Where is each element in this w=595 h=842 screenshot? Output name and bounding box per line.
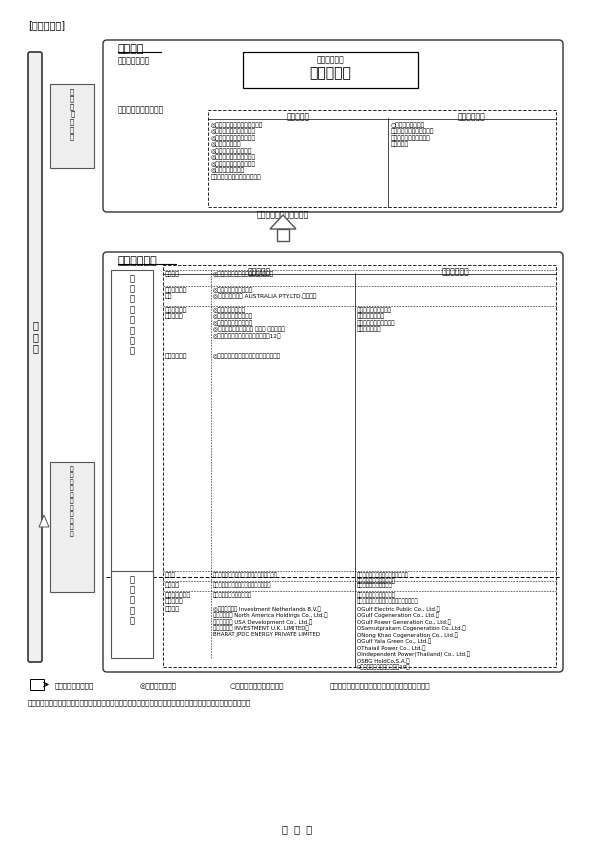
FancyBboxPatch shape <box>103 40 563 212</box>
Text: 【
財
・
サ
ー
ビ
ス
の
提
供
】: 【 財 ・ サ ー ビ ス の 提 供 】 <box>70 466 74 536</box>
Text: （子会社）: （子会社） <box>286 112 309 121</box>
Text: ◎㈱ジェイパワージェネックスキャピタル: ◎㈱ジェイパワージェネックスキャピタル <box>213 353 281 359</box>
Text: （親出会社）: （親出会社） <box>317 55 345 64</box>
Text: ◎印：連結子会社: ◎印：連結子会社 <box>140 682 177 689</box>
Text: 電気事業: 電気事業 <box>118 44 145 54</box>
Bar <box>30 679 44 690</box>
Text: 日本ネットワーク・エンジニアリング㈱: 日本ネットワーク・エンジニアリング㈱ <box>213 582 271 588</box>
Text: 多
角
化
事
業: 多 角 化 事 業 <box>130 575 134 626</box>
Text: （子会社）: （子会社） <box>248 267 271 276</box>
Text: ○印：持分法適用関連会社: ○印：持分法適用関連会社 <box>230 682 284 689</box>
Bar <box>111 571 153 658</box>
Text: 大平和リタイヤル発電㈱、
金町冷温水エネルギーサービス㈱、他５社: 大平和リタイヤル発電㈱、 金町冷温水エネルギーサービス㈱、他５社 <box>357 592 419 604</box>
Text: （卸電気事業）: （卸電気事業） <box>118 56 151 65</box>
Text: その他: その他 <box>165 572 176 578</box>
Bar <box>208 110 556 207</box>
Text: 電
力
周
辺
関
連
事
業: 電 力 周 辺 関 連 事 業 <box>130 274 134 356</box>
Text: 川越ケーブルビジョン㈱: 川越ケーブルビジョン㈱ <box>357 582 393 588</box>
Text: 熱エネルギー・
エネルギー: 熱エネルギー・ エネルギー <box>165 592 191 604</box>
Text: ◎㈱ジェイリソーシズ、
◎㈱ジェイパワー AUSTRALIA PTY.LTD.、他３社: ◎㈱ジェイリソーシズ、 ◎㈱ジェイパワー AUSTRALIA PTY.LTD.、… <box>213 287 317 299</box>
Text: 発電用燃料の
調達: 発電用燃料の 調達 <box>165 287 187 299</box>
Text: －  ８  －: － ８ － <box>282 824 312 834</box>
Text: ◎㈱ジェイパック、
◎㈱ジェイハイテック、
◎㈱関西原子力技術㈱、
◎㈱電工コール・ナック アンド マリーン、
◎㈱関西原設計コンサルタント、他12社: ◎㈱ジェイパック、 ◎㈱ジェイハイテック、 ◎㈱関西原子力技術㈱、 ◎㈱電工コー… <box>213 307 285 338</box>
Text: ◎ジェイパワー Investment Netherlands B.V.、
ジェイパワー North America Holdings Co., Ltd.、
ジェ: ◎ジェイパワー Investment Netherlands B.V.、 ジェイ… <box>213 606 327 637</box>
Text: （注）　複数セグメントに係る事業を営んでいる会社は、主たる事業のセグメントに会社名を記載しております。: （注） 複数セグメントに係る事業を営んでいる会社は、主たる事業のセグメントに会社… <box>28 699 251 706</box>
Text: ○㈱ジェネックス、
英長シーサイドパワー㈱、
㈱ジェイウインド東京、
上佐発電㈱: ○㈱ジェネックス、 英長シーサイドパワー㈱、 ㈱ジェイウインド東京、 上佐発電㈱ <box>391 122 434 147</box>
Bar <box>111 270 153 577</box>
Bar <box>243 52 418 88</box>
Text: ◎㈱ジェイビジネスサービス、他１社: ◎㈱ジェイビジネスサービス、他１社 <box>213 271 274 276</box>
Text: （その他の電気事業）: （その他の電気事業） <box>118 105 164 114</box>
Text: 設備の設計・
施工・保守: 設備の設計・ 施工・保守 <box>165 307 187 319</box>
FancyBboxPatch shape <box>28 52 42 662</box>
Polygon shape <box>277 229 289 241</box>
FancyBboxPatch shape <box>103 252 563 672</box>
Text: 無印：非連結子会社もしくは持分法非適用関連会社: 無印：非連結子会社もしくは持分法非適用関連会社 <box>330 682 431 689</box>
Text: ◎㈱グリーンパワーくずまき、
◎㈱ドリームアップ五所、
◎㈱グリーンパワー阿蘇、
◎永先川発電㈱、
◎長崎遠州風力発電㈱、
◎仁賀保高原風力発電㈱、
◎㈱ジェイ: ◎㈱グリーンパワーくずまき、 ◎㈱ドリームアップ五所、 ◎㈱グリーンパワー阿蘇、… <box>211 122 264 179</box>
Text: ㈱ウィンドアルファ、
西九州共同溝㈱、
機大力服等サービス㈱、
中支送電工事㈱: ㈱ウィンドアルファ、 西九州共同溝㈱、 機大力服等サービス㈱、 中支送電工事㈱ <box>357 307 396 332</box>
Text: 英公見山㈱、㈱アッシュクリート、
㈱ジェイパワー稀川研究所: 英公見山㈱、㈱アッシュクリート、 ㈱ジェイパワー稀川研究所 <box>357 572 409 584</box>
Text: サービス: サービス <box>165 271 180 276</box>
Polygon shape <box>39 515 49 527</box>
Text: OGulf Electric Public Co., Ltd.、
OGulf Cogeneration Co., Ltd.、
OGulf Power Gener: OGulf Electric Public Co., Ltd.、 OGulf C… <box>357 606 470 670</box>
Polygon shape <box>270 215 296 229</box>
Text: 電源開発㈱: 電源開発㈱ <box>309 66 352 80</box>
Text: 大平和プラントサービス㈱: 大平和プラントサービス㈱ <box>213 592 252 598</box>
Text: 【
電
気
 の
供
給
】: 【 電 気 の 供 給 】 <box>69 88 75 141</box>
Text: その他の事業: その他の事業 <box>118 256 158 266</box>
Bar <box>50 84 94 168</box>
Text: [事業系統図]: [事業系統図] <box>28 20 65 30</box>
Bar <box>50 462 94 592</box>
Text: お
客
様: お 客 様 <box>32 321 38 354</box>
Bar <box>163 265 556 667</box>
Text: 財・サービスの流れ: 財・サービスの流れ <box>55 682 95 689</box>
Text: 持株会社管理: 持株会社管理 <box>165 353 187 359</box>
Text: 情報通信: 情報通信 <box>165 582 180 588</box>
Text: 【財・サービスの提供】: 【財・サービスの提供】 <box>257 210 309 219</box>
Text: （関連会社）: （関連会社） <box>458 112 486 121</box>
Text: （関連会社）: （関連会社） <box>441 267 469 276</box>
Text: 国際事業: 国際事業 <box>165 606 180 611</box>
Text: ㈱洗器材料㈱、㈱ジェイモジュール、他２社: ㈱洗器材料㈱、㈱ジェイモジュール、他２社 <box>213 572 278 578</box>
